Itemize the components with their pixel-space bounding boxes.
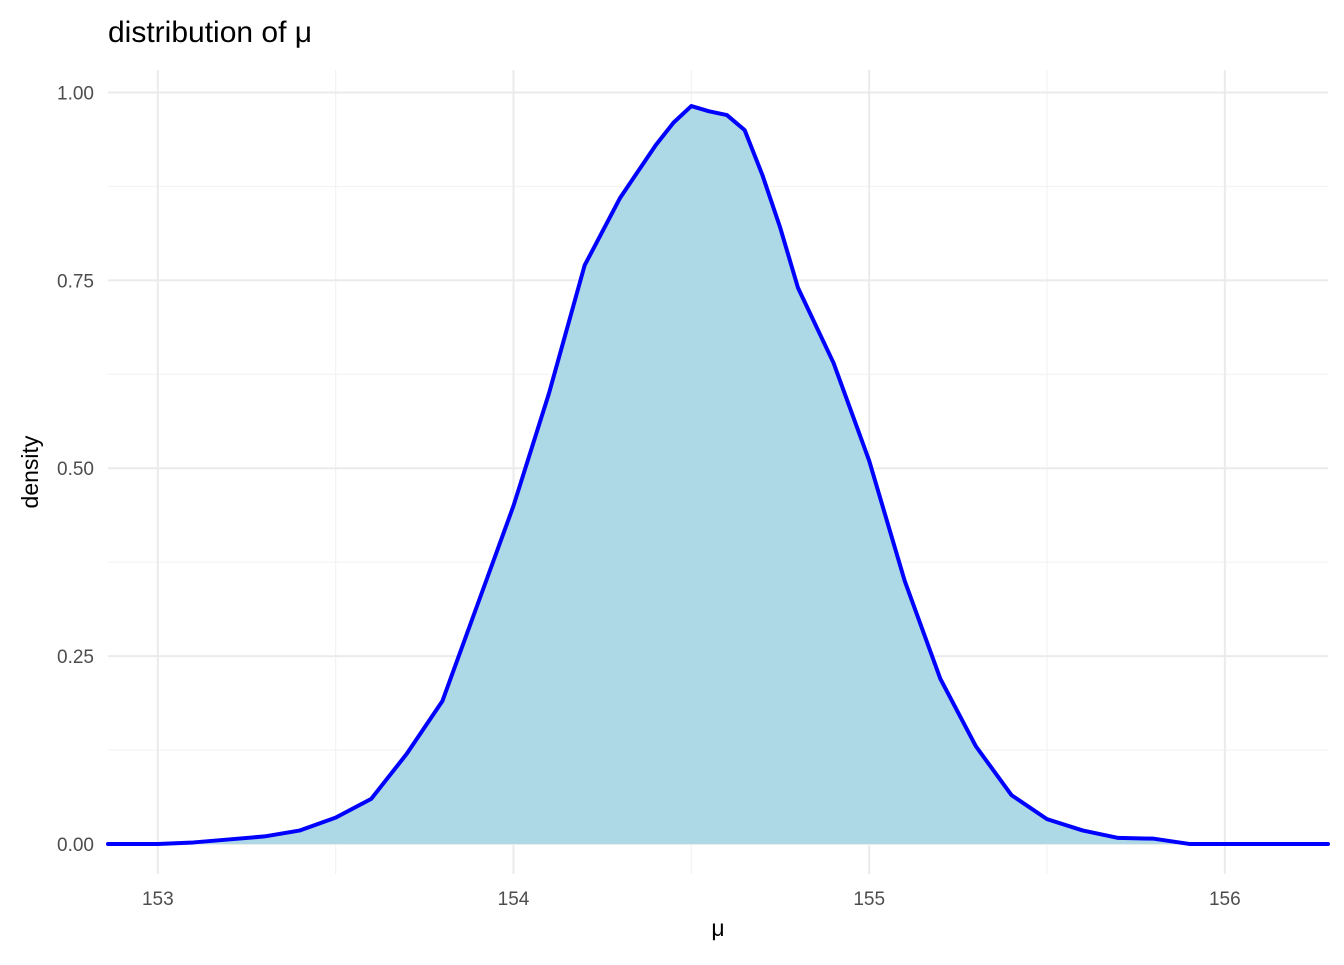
chart-title: distribution of μ [108,16,312,49]
y-axis-tick-labels: 0.00 0.25 0.50 0.75 1.00 [57,84,94,856]
y-tick-label: 0.00 [57,835,94,856]
x-axis-tick-labels: 153 154 155 156 [142,889,1241,910]
x-tick-label: 154 [498,889,530,910]
y-tick-label: 0.50 [57,459,94,480]
x-tick-label: 155 [853,889,885,910]
x-tick-label: 156 [1209,889,1241,910]
y-tick-label: 0.75 [57,271,94,292]
y-axis-title: density [17,435,43,508]
series-layer [106,104,1330,846]
density-line [106,104,1330,846]
y-tick-label: 0.25 [57,647,94,668]
y-tick-label: 1.00 [57,84,94,105]
x-axis-title: μ [711,915,724,941]
density-area-fill [108,106,1328,844]
x-tick-label: 153 [142,889,174,910]
